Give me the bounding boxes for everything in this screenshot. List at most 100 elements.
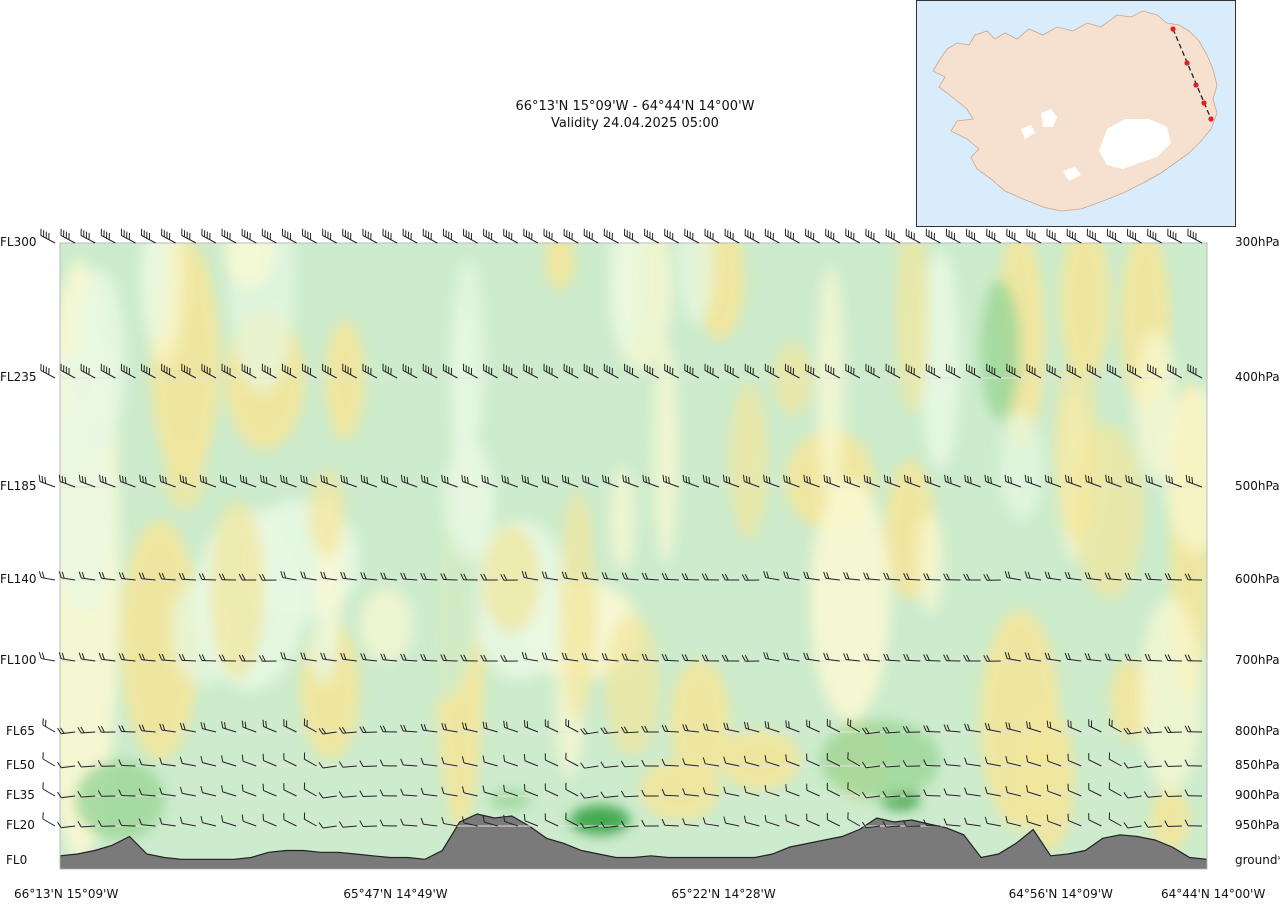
wind-barb <box>503 720 518 733</box>
wind-barb <box>1004 570 1021 581</box>
wind-barb <box>97 820 116 827</box>
wind-barb <box>1108 812 1122 827</box>
wind-barb <box>503 754 518 767</box>
wind-barb <box>380 653 398 662</box>
wind-barb <box>702 787 720 797</box>
x-position-label: 64°56'N 14°09'W <box>1008 887 1113 901</box>
wind-barb <box>441 786 458 797</box>
wind-barb <box>785 754 800 767</box>
wind-barb <box>422 228 438 244</box>
wind-barb <box>1044 652 1062 662</box>
wind-barb <box>620 790 639 798</box>
wind-barb <box>523 814 539 827</box>
wind-barb <box>661 572 679 581</box>
wind-barb <box>565 812 579 827</box>
wind-barb <box>944 474 961 488</box>
wind-barb <box>523 363 539 379</box>
wind-barb <box>580 822 599 829</box>
wind-barb <box>420 787 438 797</box>
wind-barb <box>138 788 156 797</box>
shading-blob <box>677 243 715 324</box>
wind-barb <box>764 754 780 767</box>
wind-barb <box>283 753 297 767</box>
wind-barb <box>1026 755 1042 767</box>
wind-barb <box>702 723 720 733</box>
wind-barb <box>198 573 217 581</box>
wind-barb <box>565 718 579 733</box>
iceland-landmass <box>932 10 1218 212</box>
validity-label: Validity 24.04.2025 05:00 <box>551 116 719 131</box>
wind-barb <box>1123 727 1142 735</box>
fl-label: FL235 <box>0 370 37 384</box>
wind-barb <box>903 653 921 662</box>
wind-barb <box>198 654 217 662</box>
wind-barb <box>219 474 237 488</box>
wind-barb <box>379 759 398 767</box>
wind-barb <box>943 758 961 767</box>
wind-barb <box>544 753 559 767</box>
wind-barbs <box>38 228 1203 829</box>
terrain-profile <box>60 813 1207 869</box>
wind-barb <box>661 788 679 797</box>
wind-barb <box>865 363 881 379</box>
wind-barb <box>1144 572 1162 581</box>
shading-blob <box>308 468 346 557</box>
wind-barb <box>441 756 458 767</box>
wind-barb <box>682 758 699 767</box>
wind-barb <box>523 720 539 733</box>
shading-blob <box>980 280 1020 420</box>
wind-barb <box>382 228 398 244</box>
pressure-label: ground* <box>1235 853 1280 867</box>
wind-barb <box>1026 785 1042 797</box>
shading-blob <box>670 660 730 780</box>
wind-barb <box>360 572 378 581</box>
wind-barb <box>500 574 518 581</box>
wind-barb <box>241 784 257 797</box>
wind-barb <box>200 785 217 797</box>
wind-barb <box>1126 363 1142 379</box>
wind-barb <box>580 792 599 799</box>
wind-barb <box>521 474 539 488</box>
wind-barb <box>580 727 599 735</box>
route-point <box>1170 26 1176 32</box>
wind-barb <box>641 653 659 662</box>
wind-barb <box>582 474 599 488</box>
wind-barb <box>402 363 418 379</box>
wind-barb <box>1066 363 1082 379</box>
wind-barb <box>541 652 559 662</box>
shading-blob <box>1164 386 1207 552</box>
wind-barb <box>682 818 699 827</box>
wind-barb <box>359 760 378 767</box>
wind-barb <box>1004 474 1022 488</box>
wind-barb <box>1046 228 1062 244</box>
wind-barb <box>543 228 559 244</box>
wind-barb <box>1147 363 1163 379</box>
wind-barb <box>1184 654 1203 662</box>
wind-barb <box>661 818 679 827</box>
wind-barb <box>1165 474 1183 488</box>
wind-barb <box>883 474 901 488</box>
wind-barb <box>159 787 176 797</box>
wind-barb <box>97 760 116 767</box>
wind-barb <box>181 363 197 379</box>
wind-barb <box>400 653 418 662</box>
wind-barb <box>241 814 257 827</box>
wind-barb <box>400 818 418 827</box>
wind-barb <box>1108 782 1122 797</box>
wind-barb <box>885 228 901 244</box>
wind-barb <box>1005 815 1022 827</box>
wind-barb <box>923 725 941 733</box>
wind-barb <box>785 784 800 797</box>
wind-barb <box>1184 725 1203 733</box>
wind-barb <box>442 363 458 379</box>
wind-barb <box>179 786 196 797</box>
wind-barb <box>261 363 277 379</box>
wind-barb <box>501 474 518 488</box>
x-position-label: 65°22'N 14°28'W <box>671 887 776 901</box>
wind-barb <box>359 820 378 827</box>
wind-barb <box>379 789 398 797</box>
wind-barb <box>138 758 156 767</box>
wind-barb <box>179 816 196 827</box>
wind-barb <box>1106 228 1122 244</box>
